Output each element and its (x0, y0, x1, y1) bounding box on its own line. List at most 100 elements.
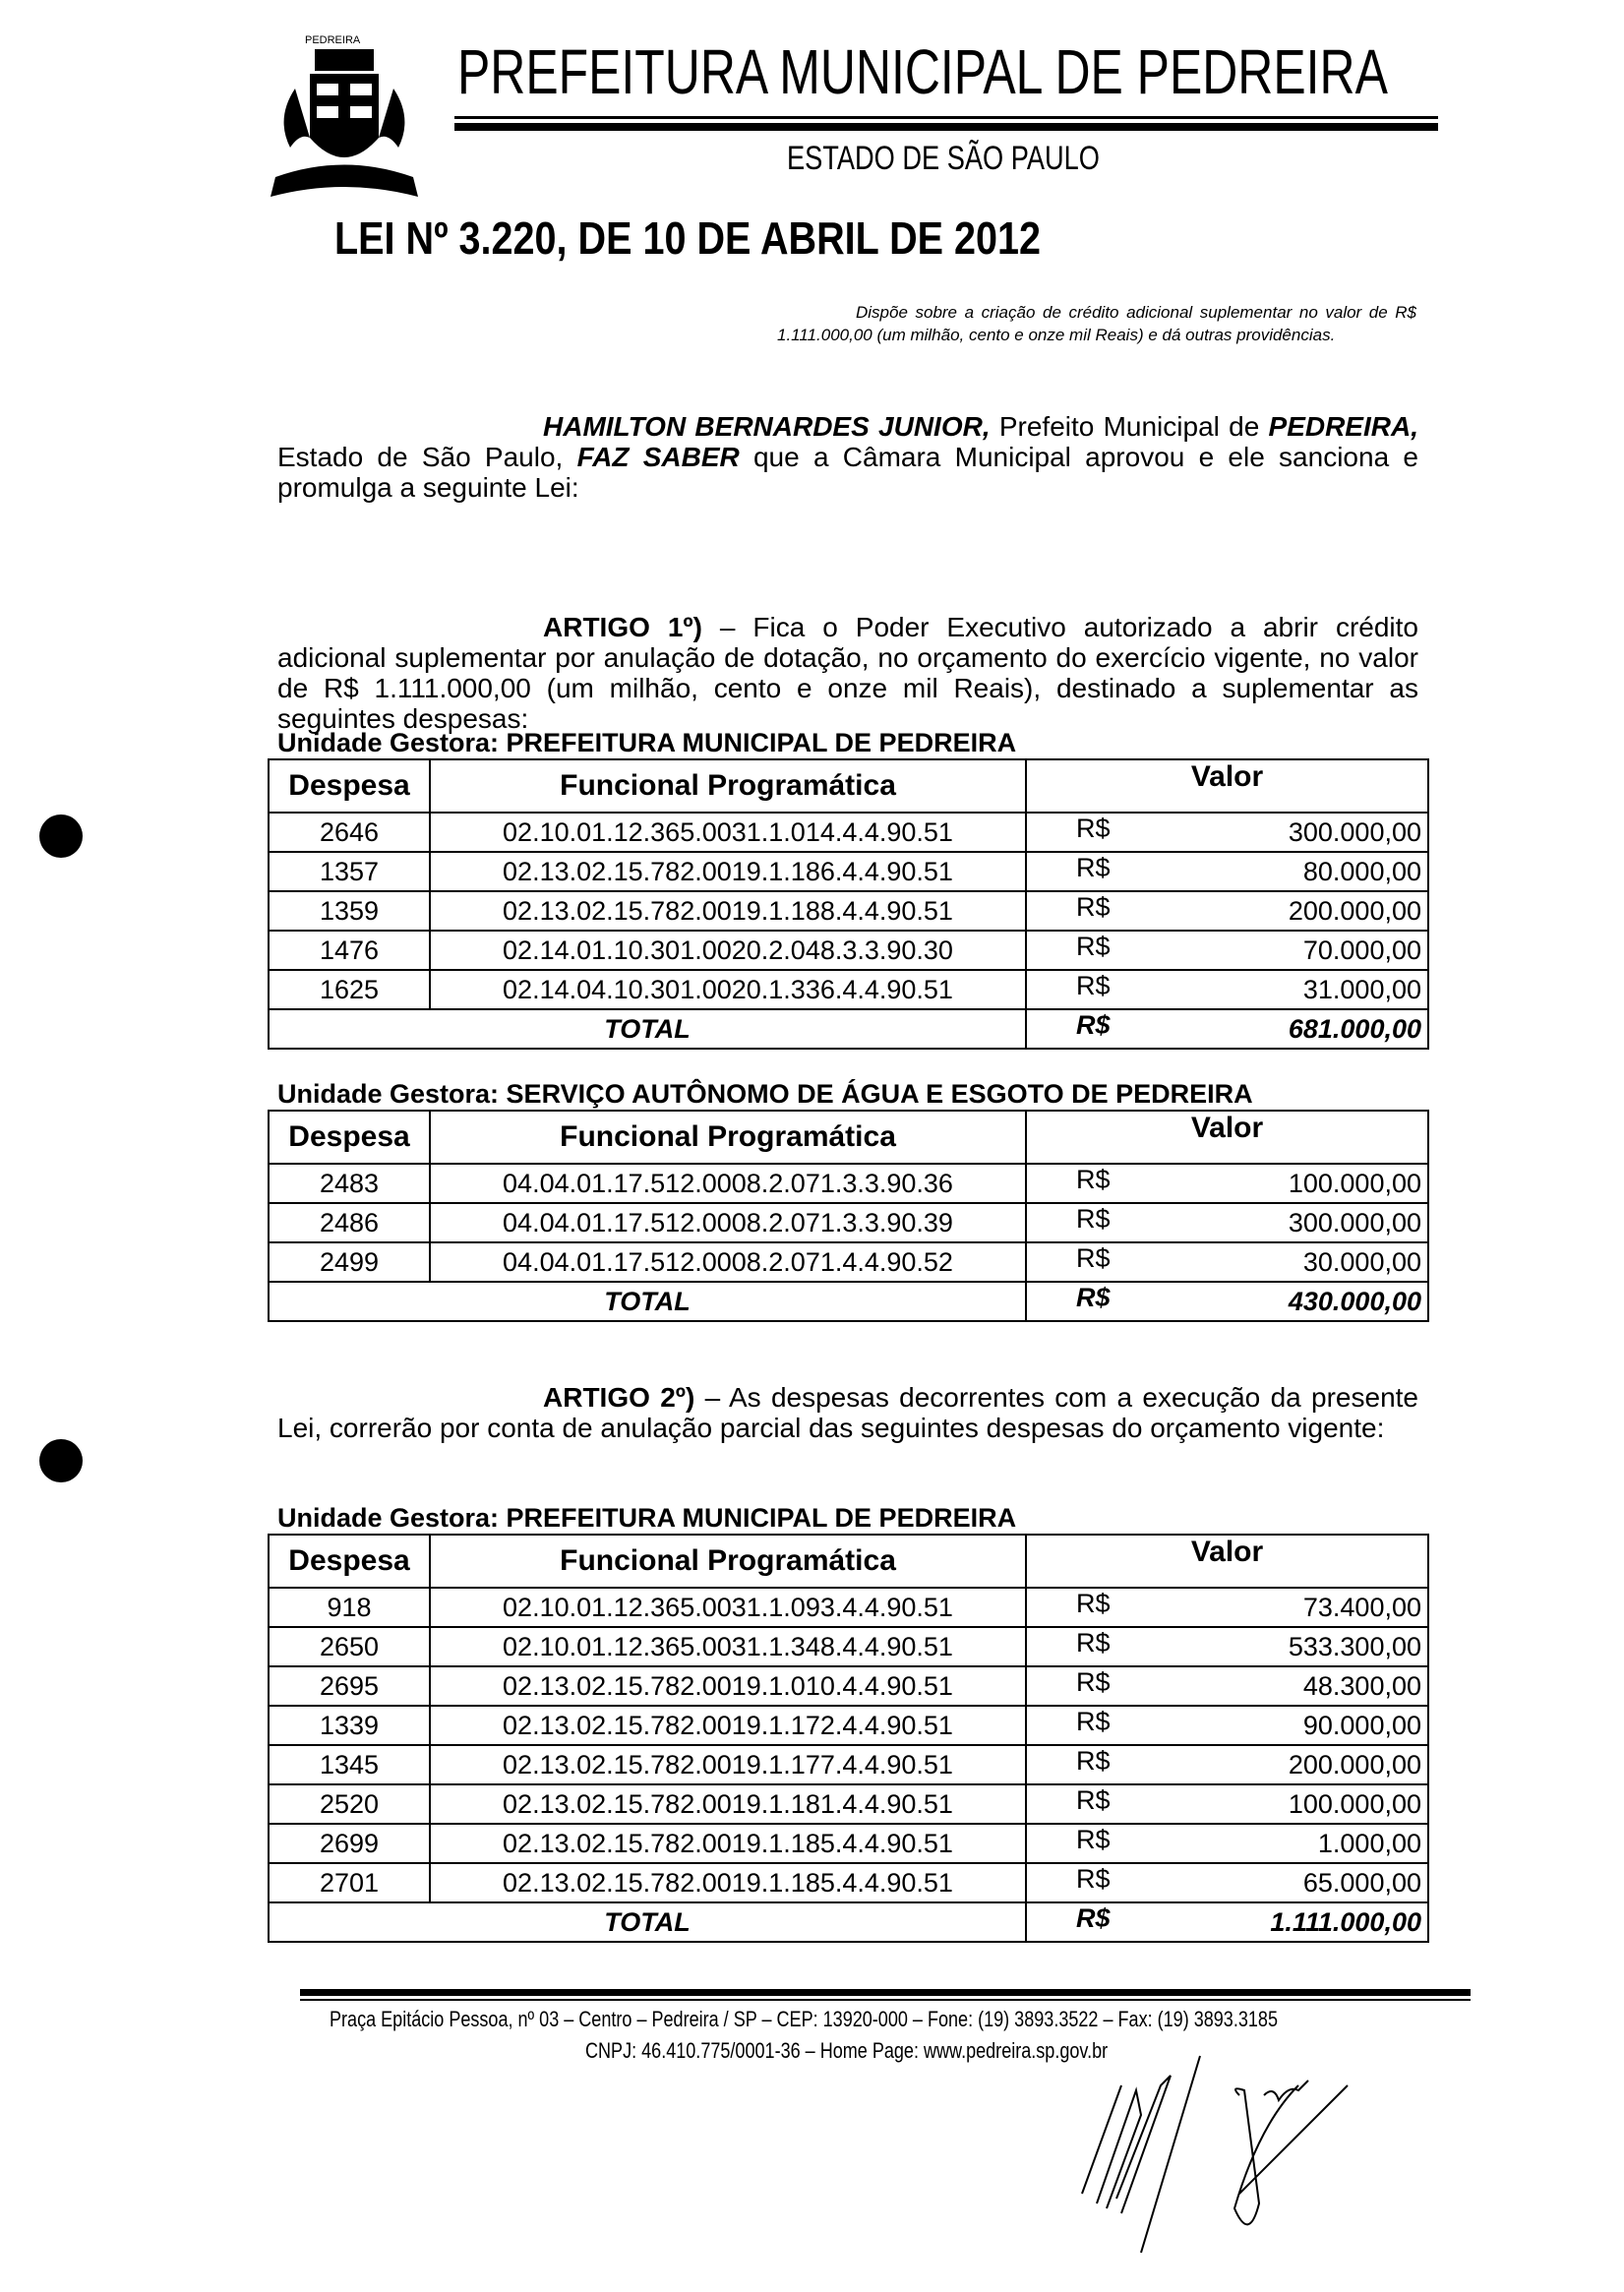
currency-cell: R$ (1025, 1901, 1171, 1943)
despesa-cell: 2646 (268, 812, 431, 853)
funcional-cell: 02.10.01.12.365.0031.1.093.4.4.90.51 (429, 1587, 1027, 1628)
funcional-cell: 02.10.01.12.365.0031.1.014.4.4.90.51 (429, 812, 1027, 853)
funcional-cell: 02.13.02.15.782.0019.1.188.4.4.90.51 (429, 890, 1027, 932)
table-row: 1345 02.13.02.15.782.0019.1.177.4.4.90.5… (268, 1744, 1429, 1785)
valor-cell: 200.000,00 (1171, 1744, 1429, 1785)
article-1: ARTIGO 1º) – Fica o Poder Executivo auto… (277, 612, 1418, 734)
valor-cell: 100.000,00 (1171, 1163, 1429, 1204)
header-divider (454, 116, 1438, 119)
funcional-cell: 02.13.02.15.782.0019.1.172.4.4.90.51 (429, 1705, 1027, 1746)
despesa-cell: 2701 (268, 1862, 431, 1903)
col-valor: Valor (1025, 1534, 1429, 1589)
col-funcional: Funcional Programática (429, 758, 1027, 814)
article-1-label: ARTIGO 1º) (543, 612, 702, 642)
city-name: PEDREIRA, (1268, 411, 1418, 442)
despesa-cell: 2483 (268, 1163, 431, 1204)
funcional-cell: 02.14.01.10.301.0020.2.048.3.3.90.30 (429, 930, 1027, 971)
footer-address-text: Praça Epitácio Pessoa, nº 03 – Centro – … (330, 2007, 1278, 2031)
table-row: 1357 02.13.02.15.782.0019.1.186.4.4.90.5… (268, 851, 1429, 892)
valor-cell: 200.000,00 (1171, 890, 1429, 932)
footer-cnpj-text: CNPJ: 46.410.775/0001-36 – Home Page: ww… (585, 2038, 1109, 2063)
funcional-cell: 02.13.02.15.782.0019.1.010.4.4.90.51 (429, 1665, 1027, 1707)
valor-cell: 90.000,00 (1171, 1705, 1429, 1746)
table-row: 1359 02.13.02.15.782.0019.1.188.4.4.90.5… (268, 890, 1429, 932)
despesa-cell: 918 (268, 1587, 431, 1628)
valor-cell: 73.400,00 (1171, 1587, 1429, 1628)
table-row: 2499 04.04.01.17.512.0008.2.071.4.4.90.5… (268, 1241, 1429, 1283)
preamble-text: Prefeito Municipal de (990, 411, 1269, 442)
expense-table-3: Despesa Funcional Programática Valor 918… (268, 1534, 1429, 1943)
law-summary: Dispõe sobre a criação de crédito adicio… (777, 303, 1416, 344)
table-row: 2646 02.10.01.12.365.0031.1.014.4.4.90.5… (268, 812, 1429, 853)
despesa-cell: 1345 (268, 1744, 431, 1785)
despesa-cell: 1476 (268, 930, 431, 971)
table-row: 2486 04.04.01.17.512.0008.2.071.3.3.90.3… (268, 1202, 1429, 1243)
signatures (1062, 2046, 1495, 2262)
table-row: 1476 02.14.01.10.301.0020.2.048.3.3.90.3… (268, 930, 1429, 971)
footer-address: Praça Epitácio Pessoa, nº 03 – Centro – … (330, 2007, 1486, 2032)
article-1-text: – Fica o Poder Executivo autorizado a ab… (277, 612, 1418, 734)
header-title-text: PREFEITURA MUNICIPAL DE PEDREIRA (457, 36, 1388, 107)
table-row: 2483 04.04.01.17.512.0008.2.071.3.3.90.3… (268, 1163, 1429, 1204)
currency-cell: R$ (1025, 1281, 1171, 1322)
currency-cell: R$ (1025, 1008, 1171, 1050)
table-row: 1625 02.14.04.10.301.0020.1.336.4.4.90.5… (268, 969, 1429, 1010)
currency-cell: R$ (1025, 969, 1171, 1010)
funcional-cell: 02.13.02.15.782.0019.1.185.4.4.90.51 (429, 1862, 1027, 1903)
col-despesa: Despesa (268, 1534, 431, 1589)
footer-divider-thin (300, 1999, 1471, 2001)
currency-cell: R$ (1025, 1626, 1171, 1667)
punch-hole (39, 814, 83, 858)
punch-hole (39, 1439, 83, 1482)
col-funcional: Funcional Programática (429, 1110, 1027, 1165)
currency-cell: R$ (1025, 1202, 1171, 1243)
valor-cell: 70.000,00 (1171, 930, 1429, 971)
table-1-unit: Unidade Gestora: PREFEITURA MUNICIPAL DE… (277, 728, 1017, 757)
currency-cell: R$ (1025, 1783, 1171, 1825)
col-valor: Valor (1025, 1110, 1429, 1165)
total-value: 430.000,00 (1171, 1281, 1429, 1322)
col-despesa: Despesa (268, 1110, 431, 1165)
despesa-cell: 1359 (268, 890, 431, 932)
funcional-cell: 02.14.04.10.301.0020.1.336.4.4.90.51 (429, 969, 1027, 1010)
table-row: 2650 02.10.01.12.365.0031.1.348.4.4.90.5… (268, 1626, 1429, 1667)
currency-cell: R$ (1025, 930, 1171, 971)
despesa-cell: 2695 (268, 1665, 431, 1707)
funcional-cell: 04.04.01.17.512.0008.2.071.3.3.90.36 (429, 1163, 1027, 1204)
coat-of-arms-logo: PEDREIRA (266, 30, 433, 202)
currency-cell: R$ (1025, 1163, 1171, 1204)
funcional-cell: 04.04.01.17.512.0008.2.071.4.4.90.52 (429, 1241, 1027, 1283)
header-subtitle: ESTADO DE SÃO PAULO (787, 140, 1177, 178)
table-header-row: Despesa Funcional Programática Valor (268, 758, 1429, 814)
currency-cell: R$ (1025, 812, 1171, 853)
currency-cell: R$ (1025, 1705, 1171, 1746)
despesa-cell: 1357 (268, 851, 431, 892)
expense-table-1: Despesa Funcional Programática Valor 264… (268, 758, 1429, 1050)
valor-cell: 300.000,00 (1171, 812, 1429, 853)
valor-cell: 533.300,00 (1171, 1626, 1429, 1667)
total-label: TOTAL (268, 1281, 1027, 1322)
preamble-text: que a Câmara Municipal aprovou e ele san… (277, 442, 1418, 503)
valor-cell: 100.000,00 (1171, 1783, 1429, 1825)
valor-cell: 65.000,00 (1171, 1862, 1429, 1903)
valor-cell: 30.000,00 (1171, 1241, 1429, 1283)
page-header-title: PREFEITURA MUNICIPAL DE PEDREIRA (457, 35, 1624, 108)
table-row: 918 02.10.01.12.365.0031.1.093.4.4.90.51… (268, 1587, 1429, 1628)
table-header-row: Despesa Funcional Programática Valor (268, 1534, 1429, 1589)
table-row: 1339 02.13.02.15.782.0019.1.172.4.4.90.5… (268, 1705, 1429, 1746)
table-3-unit: Unidade Gestora: PREFEITURA MUNICIPAL DE… (277, 1503, 1017, 1533)
law-title-text: LEI Nº 3.220, DE 10 DE ABRIL DE 2012 (334, 212, 1042, 264)
funcional-cell: 02.13.02.15.782.0019.1.181.4.4.90.51 (429, 1783, 1027, 1825)
currency-cell: R$ (1025, 851, 1171, 892)
despesa-cell: 2650 (268, 1626, 431, 1667)
currency-cell: R$ (1025, 890, 1171, 932)
preamble-paragraph: HAMILTON BERNARDES JUNIOR, Prefeito Muni… (277, 411, 1418, 503)
total-row: TOTAL R$ 681.000,00 (268, 1008, 1429, 1050)
valor-cell: 80.000,00 (1171, 851, 1429, 892)
currency-cell: R$ (1025, 1862, 1171, 1903)
total-value: 1.111.000,00 (1171, 1901, 1429, 1943)
table-row: 2699 02.13.02.15.782.0019.1.185.4.4.90.5… (268, 1823, 1429, 1864)
col-despesa: Despesa (268, 758, 431, 814)
table-row: 2520 02.13.02.15.782.0019.1.181.4.4.90.5… (268, 1783, 1429, 1825)
preamble-text: Estado de São Paulo, (277, 442, 577, 472)
